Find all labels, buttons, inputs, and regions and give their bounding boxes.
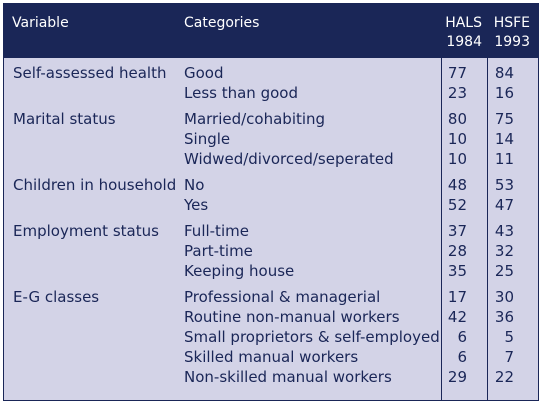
hals-value: 48 bbox=[447, 176, 467, 194]
hals-value: 6 bbox=[457, 328, 467, 346]
category-cell: No bbox=[184, 176, 205, 194]
data-table: Variable Categories HALS 1984 HSFE 1993 … bbox=[3, 3, 539, 401]
hsfe-value: 30 bbox=[494, 288, 514, 306]
hals-value: 28 bbox=[447, 242, 467, 260]
group-variable: E-G classes bbox=[13, 288, 100, 306]
header-hsfe-name: HSFE bbox=[493, 15, 530, 31]
header-hsfe-year: 1993 bbox=[494, 34, 530, 50]
category-cell: Routine non-manual workers bbox=[184, 308, 400, 326]
hals-value: 37 bbox=[447, 222, 467, 240]
table-body: Self-assessed health Good 77 84 Less than go… bbox=[4, 58, 538, 400]
group-variable: Employment status bbox=[13, 222, 159, 240]
hsfe-value: 22 bbox=[494, 368, 514, 386]
category-cell: Keeping house bbox=[184, 262, 295, 280]
hsfe-value: 25 bbox=[494, 262, 514, 280]
category-cell: Part-time bbox=[184, 242, 253, 260]
hals-value: 42 bbox=[447, 308, 467, 326]
hals-value: 35 bbox=[447, 262, 467, 280]
category-cell: Full-time bbox=[184, 222, 249, 240]
hsfe-value: 75 bbox=[494, 110, 514, 128]
hsfe-value: 11 bbox=[494, 150, 514, 168]
hals-value: 52 bbox=[447, 196, 467, 214]
hals-value: 6 bbox=[457, 348, 467, 366]
hals-value: 23 bbox=[447, 84, 467, 102]
column-divider-hals bbox=[441, 58, 442, 400]
header-variable: Variable bbox=[12, 15, 69, 31]
category-cell: Good bbox=[184, 64, 224, 82]
hsfe-value: 47 bbox=[494, 196, 514, 214]
group-variable: Self-assessed health bbox=[13, 64, 167, 82]
column-divider-hsfe bbox=[487, 58, 488, 400]
category-cell: Professional & managerial bbox=[184, 288, 381, 306]
hsfe-value: 32 bbox=[494, 242, 514, 260]
table-header: Variable Categories HALS 1984 HSFE 1993 bbox=[4, 4, 538, 58]
category-cell: Less than good bbox=[184, 84, 298, 102]
hals-value: 77 bbox=[447, 64, 467, 82]
hsfe-value: 36 bbox=[494, 308, 514, 326]
group-variable: Marital status bbox=[13, 110, 116, 128]
header-hals-name: HALS bbox=[445, 15, 482, 31]
hsfe-value: 14 bbox=[494, 130, 514, 148]
category-cell: Married/cohabiting bbox=[184, 110, 326, 128]
hsfe-value: 84 bbox=[494, 64, 514, 82]
hsfe-value: 16 bbox=[494, 84, 514, 102]
hals-value: 10 bbox=[447, 130, 467, 148]
header-hals: HALS 1984 bbox=[436, 14, 482, 52]
hsfe-value: 43 bbox=[494, 222, 514, 240]
hals-value: 80 bbox=[447, 110, 467, 128]
header-hals-year: 1984 bbox=[446, 34, 482, 50]
group-variable: Children in household bbox=[13, 176, 177, 194]
hsfe-value: 53 bbox=[494, 176, 514, 194]
hals-value: 17 bbox=[447, 288, 467, 306]
header-categories: Categories bbox=[184, 15, 260, 31]
category-cell: Widwed/divorced/seperated bbox=[184, 150, 394, 168]
hsfe-value: 7 bbox=[504, 348, 514, 366]
category-cell: Skilled manual workers bbox=[184, 348, 359, 366]
hsfe-value: 5 bbox=[504, 328, 514, 346]
category-cell: Yes bbox=[184, 196, 209, 214]
category-cell: Non-skilled manual workers bbox=[184, 368, 392, 386]
hals-value: 10 bbox=[447, 150, 467, 168]
hals-value: 29 bbox=[447, 368, 467, 386]
category-cell: Small proprietors & self-employed bbox=[184, 328, 440, 346]
category-cell: Single bbox=[184, 130, 231, 148]
header-hsfe: HSFE 1993 bbox=[484, 14, 530, 52]
